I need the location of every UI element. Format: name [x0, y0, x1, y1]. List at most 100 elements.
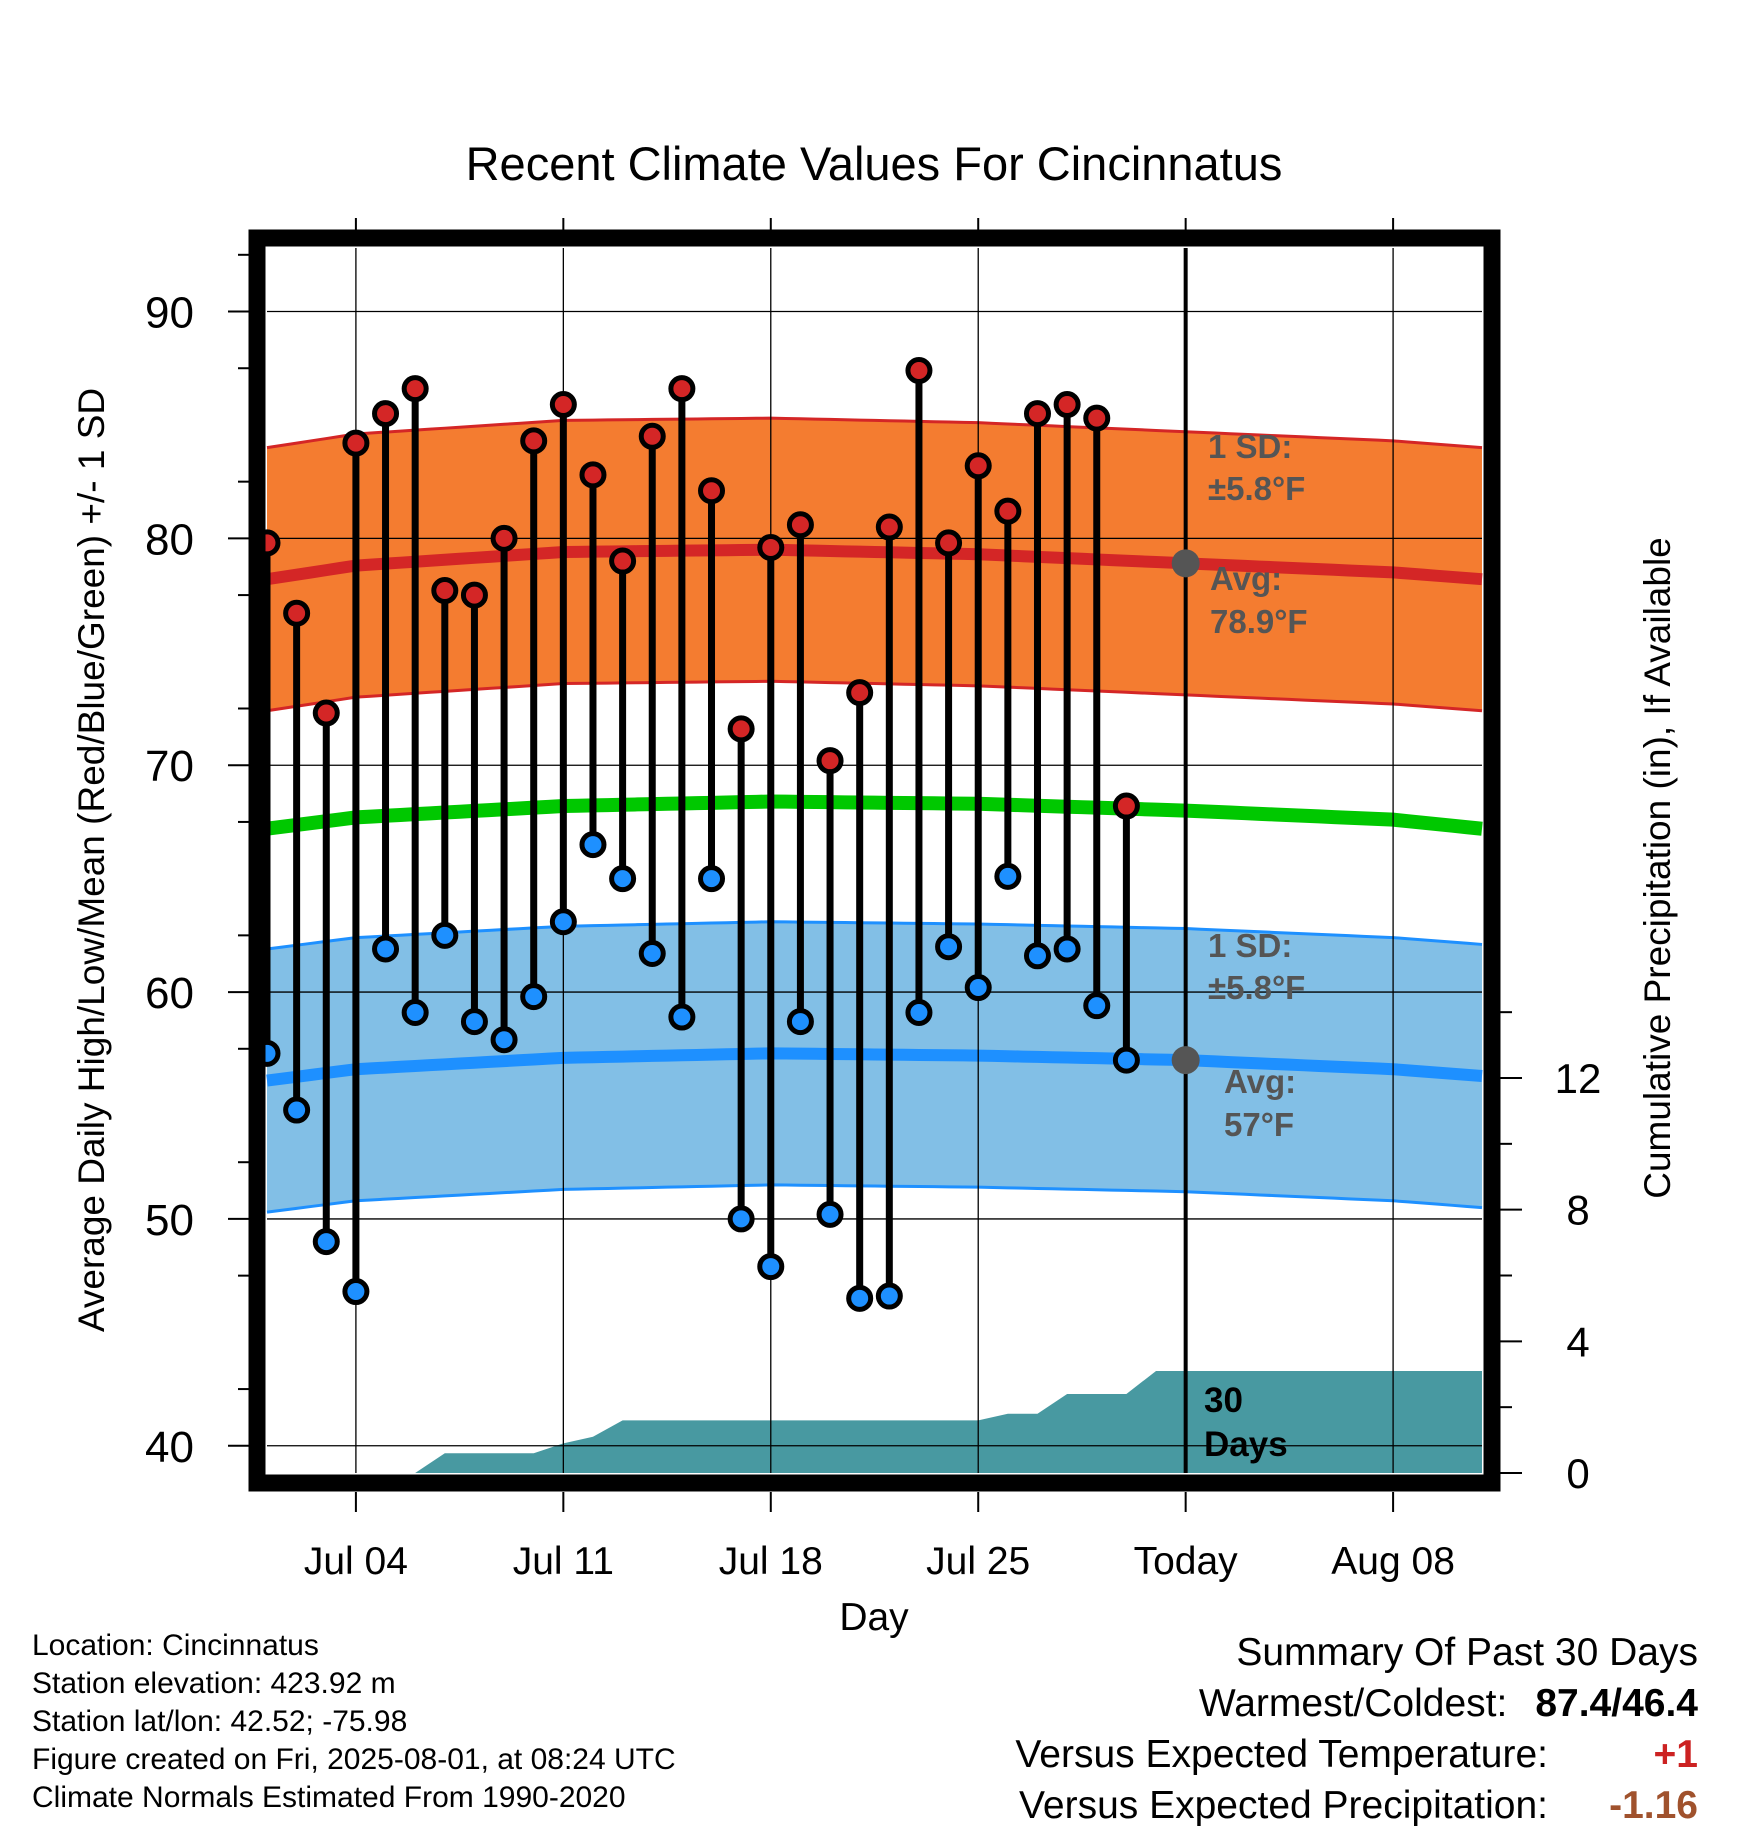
y2-tick-label: 0 [1566, 1450, 1589, 1497]
daily-low-point [1053, 935, 1081, 963]
daily-high-point [372, 400, 400, 428]
daily-low-point [964, 974, 992, 1002]
daily-low-point [846, 1284, 874, 1312]
low-sd-band-lower-edge [266, 1183, 1483, 1214]
daily-low-point [757, 1253, 785, 1281]
low-avg-value: 57°F [1224, 1106, 1294, 1143]
daily-low-point [431, 921, 459, 949]
daily-high-point [994, 497, 1022, 525]
daily-low-point [490, 1026, 518, 1054]
daily-high-point [283, 599, 311, 627]
precip-value: -1.16 [1609, 1784, 1698, 1827]
y2-tick-label: 8 [1566, 1187, 1589, 1234]
daily-low-point [1023, 942, 1051, 970]
x-tick-label: Jul 04 [304, 1540, 408, 1583]
daily-low-point [1083, 992, 1111, 1020]
summary-title: Summary Of Past 30 Days [1236, 1631, 1698, 1674]
low-sd-band [267, 921, 1482, 1213]
temp-value: +1 [1653, 1733, 1698, 1776]
plot-frame [248, 229, 1501, 1492]
low-avg-label: Avg: [1224, 1063, 1296, 1100]
daily-high-point [935, 529, 963, 557]
chart-title: Recent Climate Values For Cincinnatus [466, 137, 1283, 190]
summary-panel: Summary Of Past 30 Days Warmest/Coldest:… [1015, 1627, 1698, 1831]
high-sd-label: 1 SD: [1208, 428, 1292, 465]
x-tick-label: Jul 25 [926, 1540, 1030, 1583]
daily-low-point [460, 1008, 488, 1036]
daily-low-point [816, 1200, 844, 1228]
daily-low-point [283, 1096, 311, 1124]
station-info: Location: Cincinnatus Station elevation:… [32, 1627, 676, 1817]
daily-low-point [638, 940, 666, 968]
today-low-avg-marker [1171, 1046, 1200, 1075]
high-sd-value: ±5.8°F [1208, 470, 1305, 507]
daily-high-point [1053, 391, 1081, 419]
daily-low-point [875, 1282, 903, 1310]
high-avg-value: 78.9°F [1210, 603, 1308, 640]
daily-low-point [935, 933, 963, 961]
daily-high-point [1023, 400, 1051, 428]
x-tick-label: Jul 11 [513, 1540, 614, 1583]
daily-low-point [905, 998, 933, 1026]
daily-high-point [401, 375, 429, 403]
daily-high-point [786, 511, 814, 539]
high-sd-band-upper-edge [266, 416, 1483, 450]
daily-low-point [342, 1278, 370, 1306]
x-tick-label: Aug 08 [1331, 1540, 1455, 1583]
y2-tick-label: 12 [1555, 1055, 1602, 1102]
high-normal-line [266, 543, 1483, 586]
daily-low-point [520, 983, 548, 1011]
daily-high-point [846, 679, 874, 707]
daily-high-point [549, 391, 577, 419]
daily-low-point [994, 862, 1022, 890]
daily-low-point [1112, 1046, 1140, 1074]
y-tick-label: 80 [145, 515, 194, 564]
days-label-text: Days [1204, 1425, 1288, 1464]
daily-low-point [609, 865, 637, 893]
daily-high-point [342, 429, 370, 457]
y-tick-label: 40 [145, 1423, 194, 1472]
y-tick-label: 90 [145, 289, 194, 338]
daily-high-point [431, 577, 459, 605]
daily-high-point [727, 715, 755, 743]
daily-high-point [816, 747, 844, 775]
warm-cold-label: Warmest/Coldest: [1198, 1682, 1508, 1725]
high-sd-band-lower-edge [266, 679, 1483, 713]
daily-low-point [727, 1205, 755, 1233]
low-sd-value: ±5.8°F [1208, 969, 1305, 1006]
mean-normal-line [266, 794, 1483, 836]
daily-high-point [638, 422, 666, 450]
plot-area: 1 SD: ±5.8°F Avg: 78.9°F 1 SD: ±5.8°F Avg: 57°F… [145, 218, 1601, 1583]
created-text: Figure created on Fri, 2025-08-01, at 08… [32, 1743, 676, 1776]
today-high-avg-marker [1171, 549, 1200, 578]
daily-low-point [579, 831, 607, 859]
daily-low-point [698, 865, 726, 893]
daily-high-point [1112, 792, 1140, 820]
location-text: Location: Cincinnatus [32, 1629, 319, 1662]
precip-label: Versus Expected Precipitation: [1019, 1784, 1548, 1827]
x-tick-label: Jul 18 [719, 1540, 823, 1583]
daily-high-point [520, 427, 548, 455]
low-sd-band-upper-edge [266, 920, 1483, 951]
daily-low-point [372, 935, 400, 963]
daily-high-point [1083, 404, 1111, 432]
daily-high-point [757, 533, 785, 561]
daily-high-point [875, 513, 903, 541]
summary-precip: Versus Expected Precipitation: -1.16 [1015, 1780, 1698, 1831]
daily-low-point [549, 908, 577, 936]
x-axis-label: Day [839, 1596, 909, 1639]
temp-label: Versus Expected Temperature: [1015, 1733, 1548, 1776]
daily-high-point [698, 477, 726, 505]
y-tick-label: 50 [145, 1196, 194, 1245]
daily-low-point [401, 998, 429, 1026]
daily-low-point [668, 1003, 696, 1031]
y-tick-label: 70 [145, 742, 194, 791]
daily-high-point [490, 524, 518, 552]
warm-cold-value: 87.4/46.4 [1535, 1682, 1698, 1725]
summary-temp: Versus Expected Temperature: +1 [1015, 1729, 1698, 1780]
daily-high-point [579, 461, 607, 489]
high-sd-band [267, 418, 1482, 711]
y2-axis-label: Cumulative Precipitation (in), If Availa… [1637, 537, 1678, 1199]
daily-low-point [786, 1008, 814, 1036]
